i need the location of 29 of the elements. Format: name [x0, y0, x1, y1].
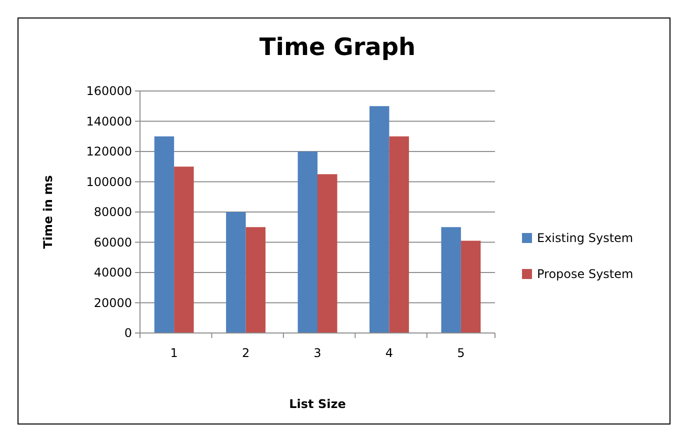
- x-axis-title: List Size: [289, 397, 346, 411]
- legend-label: Propose System: [537, 267, 634, 282]
- y-tick-label: 120000: [86, 144, 132, 159]
- y-tick-label: 160000: [86, 84, 132, 98]
- x-tick-label: 2: [242, 346, 250, 360]
- bar: [318, 174, 338, 333]
- bar: [298, 152, 318, 333]
- bar: [460, 240, 481, 333]
- x-tick-label: 3: [314, 346, 322, 360]
- bar: [389, 136, 409, 333]
- bar: [226, 212, 246, 333]
- y-tick-label: 40000: [94, 266, 132, 280]
- y-axis-title: Time in ms: [41, 175, 55, 249]
- x-tick-label: 1: [170, 346, 178, 360]
- bar: [441, 227, 461, 333]
- legend-label: Existing System: [537, 231, 634, 246]
- chart-title: Time Graph: [259, 33, 416, 61]
- x-tick-label: 5: [457, 346, 465, 360]
- y-tick-label: 20000: [94, 296, 132, 310]
- bar: [154, 136, 174, 333]
- y-tick-label: 80000: [94, 205, 132, 220]
- y-tick-label: 0: [124, 326, 132, 340]
- bar: [369, 106, 390, 333]
- bar: [174, 166, 194, 333]
- y-tick-label: 60000: [94, 235, 132, 250]
- y-tick-label: 140000: [86, 114, 132, 128]
- bar: [246, 227, 266, 333]
- y-tick-label: 100000: [86, 174, 132, 189]
- x-tick-label: 4: [385, 346, 394, 360]
